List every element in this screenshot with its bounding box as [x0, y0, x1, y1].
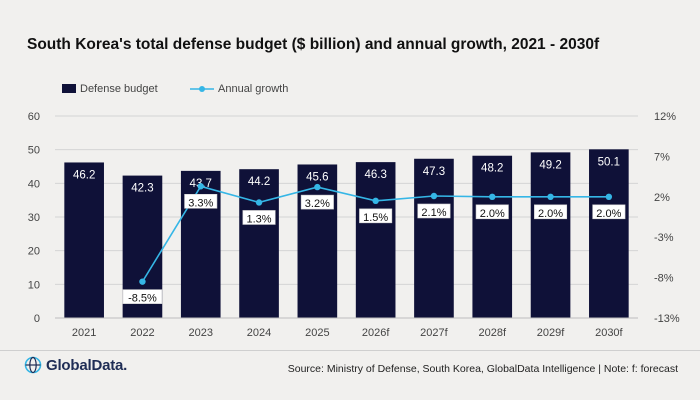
chart-canvas: Defense budget Annual growth 46.242.343.…	[28, 83, 680, 339]
y-left-tick-label: 40	[28, 178, 40, 190]
growth-label-box	[122, 289, 163, 304]
growth-label-box	[242, 210, 276, 225]
growth-value-label: 2.0%	[480, 208, 505, 220]
x-tick-label: 2026f	[362, 327, 390, 339]
growth-marker	[547, 193, 554, 200]
growth-marker	[489, 193, 496, 200]
bar	[239, 169, 279, 318]
legend-label-annual-growth: Annual growth	[218, 83, 288, 95]
x-tick-label: 2022	[130, 327, 154, 339]
y-right-tick-label: -8%	[654, 273, 674, 285]
growth-marker	[255, 199, 263, 206]
bar-value-label: 42.3	[131, 183, 153, 195]
growth-marker	[314, 183, 321, 191]
bar-value-label: 46.2	[73, 169, 95, 181]
growth-marker	[605, 193, 613, 200]
bar-value-label: 44.2	[248, 176, 270, 188]
logo-text: GlobalData.	[46, 356, 128, 374]
chart-title: South Korea's total defense budget ($ bi…	[27, 36, 600, 53]
growth-value-label: 1.5%	[363, 212, 388, 224]
growth-value-label: 3.2%	[305, 198, 330, 210]
growth-label-box	[592, 204, 626, 220]
growth-label-box	[475, 204, 509, 220]
bar-value-label: 50.1	[598, 156, 620, 168]
y-right-tick-label: 7%	[654, 151, 670, 163]
y-left-tick-label: 0	[34, 313, 40, 325]
bar-value-label: 45.6	[306, 171, 328, 183]
growth-label-box	[417, 203, 451, 219]
bar-value-label: 46.3	[364, 169, 386, 181]
growth-marker	[139, 278, 146, 285]
globe-icon	[24, 356, 42, 374]
y-left-tick-label: 60	[28, 111, 40, 123]
x-tick-label: 2029f	[537, 327, 565, 339]
growth-value-label: 2.1%	[421, 207, 446, 219]
growth-label-box	[184, 193, 218, 209]
bar	[589, 149, 629, 318]
y-left-tick-label: 30	[28, 212, 40, 224]
footer-divider	[0, 350, 700, 351]
growth-marker	[430, 192, 438, 200]
bar	[472, 155, 513, 318]
y-left-tick-label: 50	[28, 145, 40, 157]
x-tick-label: 2024	[247, 327, 271, 339]
growth-label-box	[300, 194, 334, 210]
legend: Defense budget Annual growth	[62, 83, 288, 95]
y-right-tick-label: -13%	[654, 313, 680, 325]
growth-value-label: 2.0%	[538, 208, 563, 220]
x-tick-label: 2025	[305, 327, 329, 339]
bar	[530, 152, 571, 318]
bar-value-label: 47.3	[423, 166, 445, 178]
growth-value-label: 1.3%	[247, 213, 272, 225]
globaldata-logo: GlobalData.	[24, 356, 127, 374]
legend-swatch-defense-budget	[62, 84, 76, 93]
y-right-tick-label: -3%	[654, 232, 674, 244]
growth-value-label: -8.5%	[128, 293, 157, 305]
y-left-tick-label: 10	[28, 279, 40, 291]
bar	[355, 162, 396, 318]
x-tick-label: 2027f	[420, 327, 448, 339]
growth-marker	[372, 197, 379, 205]
bar	[64, 162, 104, 318]
growth-value-label: 2.0%	[596, 208, 621, 220]
bar	[414, 158, 454, 318]
x-tick-label: 2021	[72, 327, 96, 339]
legend-marker-annual-growth	[199, 86, 205, 92]
growth-label-box	[534, 204, 568, 220]
y-right-tick-label: 2%	[654, 192, 670, 204]
bar	[180, 170, 221, 318]
growth-label-box	[359, 208, 393, 224]
legend-label-defense-budget: Defense budget	[80, 83, 158, 95]
y-right-tick-label: 12%	[654, 111, 676, 123]
source-note: Source: Ministry of Defense, South Korea…	[287, 363, 678, 375]
x-tick-label: 2023	[189, 327, 213, 339]
growth-value-label: 3.3%	[188, 197, 213, 209]
y-left-tick-label: 20	[28, 246, 40, 258]
x-tick-label: 2030f	[595, 327, 623, 339]
bar-value-label: 49.2	[539, 159, 561, 171]
bar-value-label: 48.2	[481, 163, 503, 175]
x-tick-label: 2028f	[478, 327, 506, 339]
growth-marker	[197, 183, 204, 190]
